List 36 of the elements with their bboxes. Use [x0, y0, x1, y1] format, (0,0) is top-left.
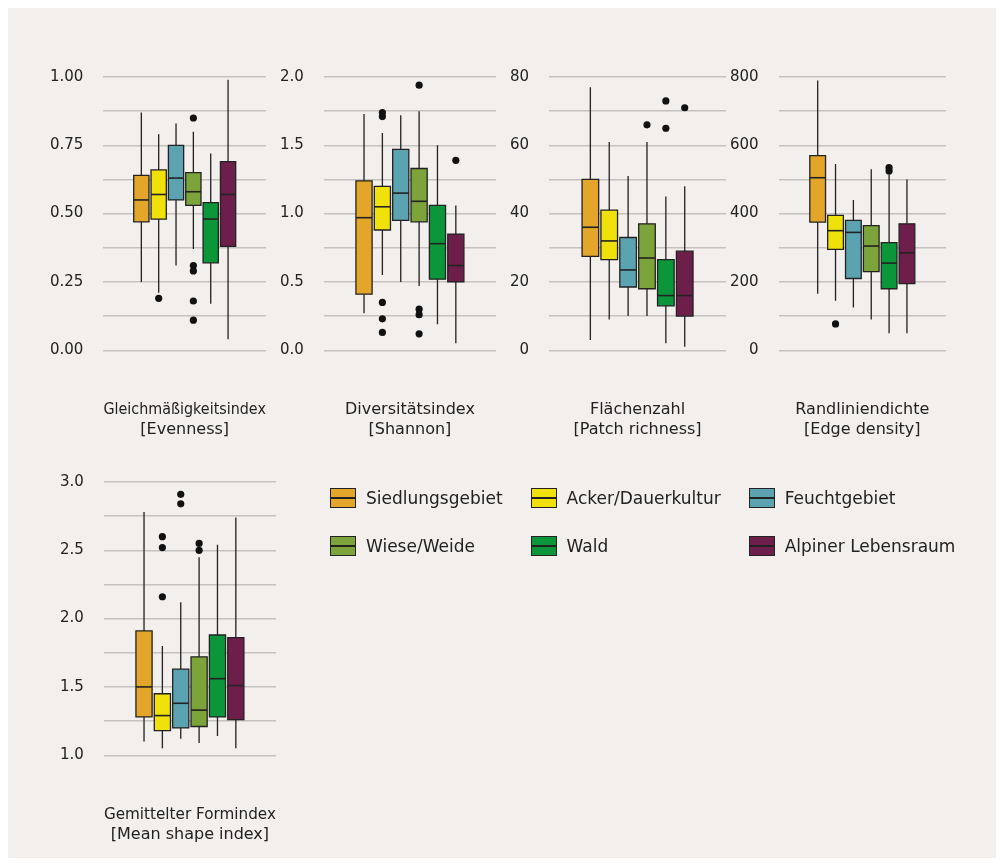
- y-tick-label: 1.5: [280, 135, 304, 154]
- y-tick-label: 0.5: [280, 271, 304, 290]
- legend-label: Wiese/Weide: [366, 536, 475, 556]
- x-axis-title: Gemittelter Formindex [Mean shape index]: [103, 805, 276, 843]
- y-tick-label: 0.25: [49, 271, 84, 290]
- legend-label: Alpiner Lebensraum: [784, 536, 956, 556]
- y-tick-label: 1.0: [280, 203, 304, 222]
- y-tick-label: 1.00: [49, 66, 84, 85]
- x-axis-title: Flächenzahl [Patch richness]: [573, 399, 702, 438]
- y-tick-label: 0.00: [49, 340, 84, 359]
- y-tick-label: 0: [749, 340, 759, 359]
- y-tick-label: 40: [509, 203, 530, 222]
- y-tick-label: 2.0: [60, 608, 84, 627]
- y-tick-label: 1.0: [60, 745, 84, 764]
- y-tick-label: 80: [509, 66, 530, 85]
- y-tick-label: 1.5: [60, 676, 84, 695]
- y-tick-label: 3.0: [60, 471, 84, 490]
- y-tick-label: 0.0: [280, 340, 304, 359]
- y-tick-label: 2.0: [280, 66, 304, 85]
- y-tick-label: 200: [729, 271, 759, 290]
- x-axis-title: Randliniendichte [Edge density]: [795, 399, 930, 438]
- legend-label: Wald: [566, 536, 609, 556]
- y-tick-label: 800: [729, 66, 759, 85]
- x-axis-title: Gleichmäßigkeitsindex [Evenness]: [103, 399, 266, 438]
- y-tick-label: 60: [509, 135, 530, 154]
- y-tick-label: 600: [729, 135, 759, 154]
- y-tick-label: 0.75: [49, 135, 84, 154]
- legend-label: Siedlungsgebiet: [366, 488, 503, 508]
- y-tick-label: 20: [509, 271, 530, 290]
- y-tick-label: 0: [519, 340, 530, 359]
- x-axis-title: Diversitätsindex [Shannon]: [344, 399, 475, 438]
- y-tick-label: 400: [729, 203, 759, 222]
- legend-label: Feuchtgebiet: [784, 488, 896, 508]
- y-tick-label: 2.5: [60, 540, 84, 559]
- y-tick-label: 0.50: [49, 203, 84, 222]
- legend-label: Acker/Dauerkultur: [566, 488, 721, 508]
